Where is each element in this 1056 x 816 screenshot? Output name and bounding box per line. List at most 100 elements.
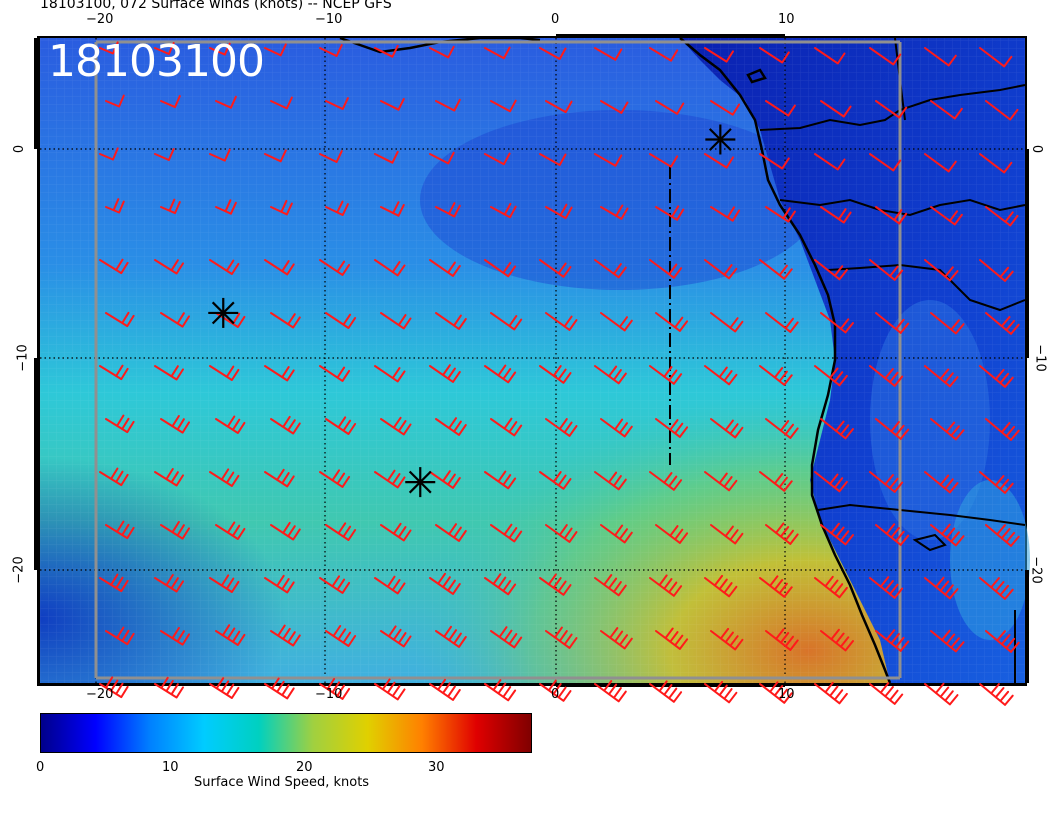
- wind-barb: [765, 522, 799, 545]
- wind-barb: [594, 574, 627, 597]
- wind-barb: [545, 312, 578, 331]
- wind-barb: [820, 628, 854, 652]
- wind-barb: [264, 365, 295, 382]
- wind-barb: [704, 47, 734, 63]
- wind-barb: [600, 204, 629, 220]
- wind-barb: [325, 97, 349, 110]
- wind-barb: [924, 682, 959, 706]
- wind-barb: [545, 203, 573, 220]
- wind-barb: [759, 259, 793, 280]
- wind-barb: [979, 577, 1014, 600]
- wind-barb: [930, 312, 965, 335]
- wind-barb: [154, 574, 184, 593]
- wind-barb: [435, 312, 467, 330]
- wind-barb: [594, 471, 627, 491]
- wind-barb: [209, 259, 240, 275]
- wind-barb: [264, 149, 287, 163]
- wind-barb: [765, 418, 799, 439]
- wind-barb: [435, 98, 461, 112]
- wind-barb: [270, 96, 293, 110]
- wind-barb: [875, 418, 910, 440]
- wind-barb: [539, 679, 572, 702]
- wind-barb: [924, 47, 957, 67]
- wind-barb: [215, 521, 246, 540]
- lat-tick-right-1: 0: [1029, 144, 1045, 154]
- wind-barb: [869, 471, 904, 493]
- wind-barb: [270, 199, 293, 216]
- wind-barb: [600, 100, 629, 114]
- wind-barb: [820, 418, 854, 440]
- wind-barb: [374, 365, 406, 383]
- wind-barb: [979, 259, 1014, 282]
- wind-barb: [99, 258, 129, 275]
- wind-barb: [374, 469, 406, 489]
- lon-tick-top-3: 0: [551, 12, 560, 27]
- wind-barb: [325, 416, 357, 435]
- wind-barb: [319, 575, 351, 594]
- wind-barb: [160, 415, 190, 434]
- wind-barb: [319, 150, 343, 163]
- wind-barb: [99, 573, 129, 593]
- wind-barb: [594, 680, 627, 703]
- wind-barb: [979, 47, 1013, 68]
- wind-barb: [319, 365, 351, 382]
- wind-barb: [154, 676, 184, 699]
- wind-barb: [655, 205, 685, 221]
- wind-barb: [99, 676, 129, 699]
- wind-barb: [160, 521, 190, 540]
- wind-barb: [869, 576, 904, 599]
- wind-barb: [539, 259, 572, 278]
- colorbar-tick-30: 30: [428, 760, 445, 775]
- wind-barb: [649, 365, 683, 385]
- wind-barb: [264, 677, 295, 700]
- wind-barb: [759, 153, 790, 170]
- lon-tick-top-4: 10: [778, 12, 795, 27]
- wind-barb: [765, 312, 799, 333]
- asterisk-marker-west: [208, 297, 239, 328]
- colorbar: [40, 713, 532, 753]
- wind-barb: [704, 680, 738, 704]
- lat-tick-left-1: 0: [12, 144, 28, 154]
- wind-barb: [820, 312, 854, 334]
- wind-barb: [930, 629, 965, 653]
- wind-barb: [979, 365, 1014, 388]
- wind-barb: [490, 417, 523, 437]
- wind-barb: [325, 522, 357, 541]
- wind-barb: [215, 199, 237, 215]
- wind-barb: [545, 100, 573, 114]
- wind-barb: [869, 365, 904, 387]
- wind-barb: [985, 206, 1019, 227]
- wind-barb: [710, 627, 744, 651]
- wind-barb: [215, 415, 246, 434]
- wind-barb: [655, 312, 689, 332]
- wind-barb: [490, 202, 517, 219]
- wind-barb: [759, 575, 793, 598]
- map-title: 18103100, 072 Surface winds (knots) -- N…: [40, 0, 392, 12]
- wind-barb: [539, 573, 572, 596]
- wind-barb: [154, 365, 184, 381]
- wind-barb: [435, 523, 467, 542]
- lon-tick-bottom-3: 0: [551, 687, 560, 702]
- wind-barb: [374, 259, 406, 277]
- wind-barb: [765, 206, 796, 223]
- wind-barb: [429, 364, 461, 383]
- wind-barb: [600, 418, 633, 438]
- wind-barb: [600, 312, 633, 332]
- wind-barb: [154, 468, 184, 487]
- wind-barb: [99, 364, 129, 381]
- wind-barb: [484, 364, 517, 384]
- wind-barb: [649, 259, 683, 279]
- wind-barb: [484, 46, 511, 60]
- wind-barb: [429, 259, 461, 277]
- wind-barb: [325, 312, 357, 329]
- wind-barb: [435, 625, 467, 648]
- wind-barb: [814, 575, 848, 599]
- wind-barb: [99, 147, 119, 161]
- wind-barb: [380, 625, 412, 648]
- wind-barb: [319, 678, 351, 700]
- colorbar-tick-20: 20: [296, 760, 313, 775]
- wind-barb: [869, 259, 904, 281]
- wind-barb: [710, 312, 744, 333]
- wind-barb: [374, 150, 399, 164]
- wind-barb: [484, 573, 517, 596]
